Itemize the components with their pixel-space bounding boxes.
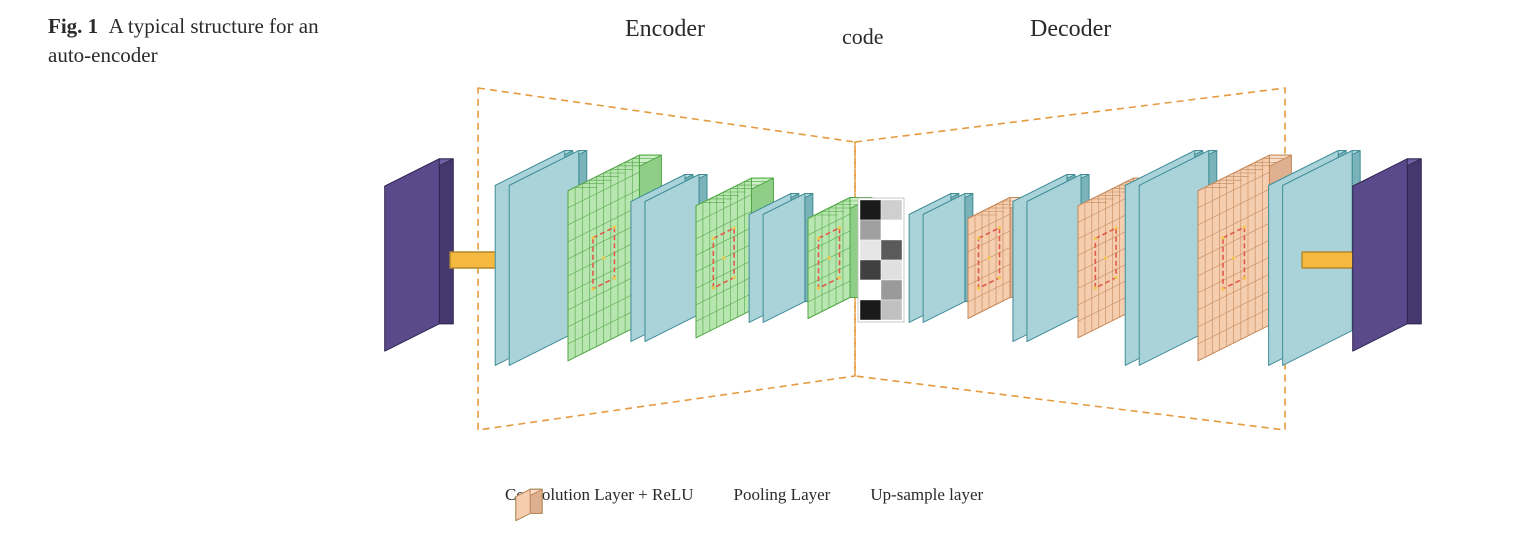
legend-label-up: Up-sample layer [870,485,983,505]
legend-item-up: Up-sample layer [870,485,983,505]
legend-label-pool: Pooling Layer [734,485,831,505]
figure-stage: Fig. 1 A typical structure for an auto-e… [0,0,1515,539]
legend-item-pool: Pooling Layer [734,485,831,505]
legend-swatch-up [505,485,555,521]
legend: Convolution Layer + ReLU Pooling Layer U… [505,485,983,505]
diagram-svg [0,0,1515,539]
